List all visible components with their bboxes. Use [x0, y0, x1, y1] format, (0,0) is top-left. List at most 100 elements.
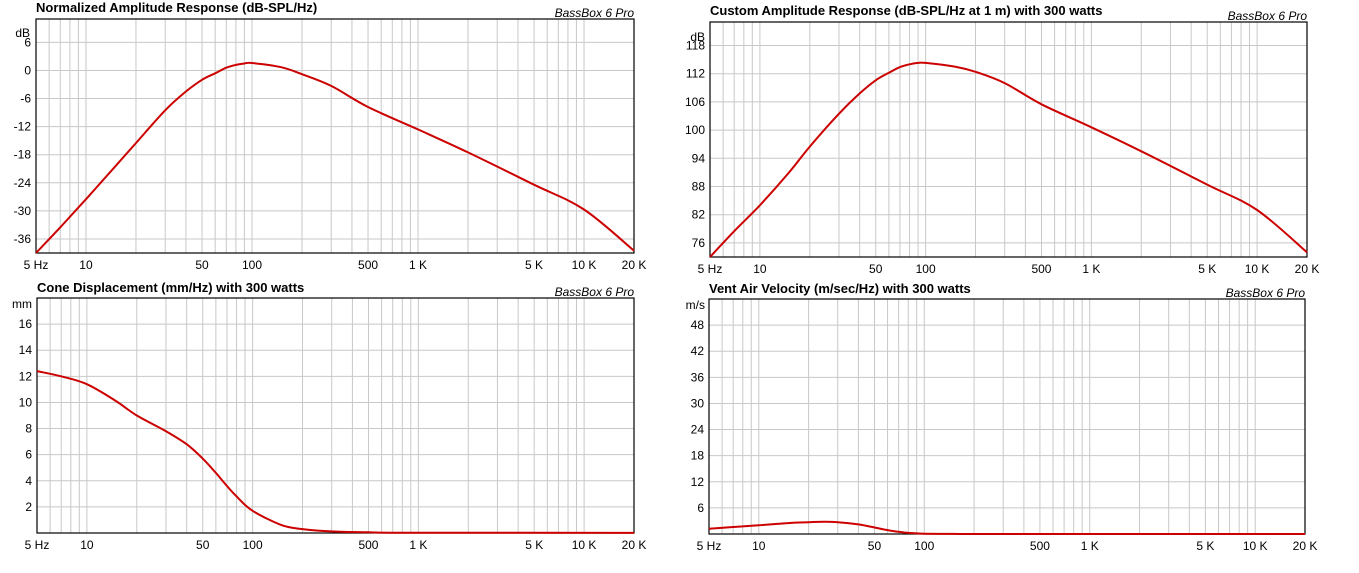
- watermark: BassBox 6 Pro: [1226, 286, 1306, 300]
- y-axis-unit: dB: [690, 30, 705, 44]
- y-tick-label: -18: [14, 148, 32, 162]
- x-tick-label: 50: [195, 258, 209, 272]
- x-tick-label: 10 K: [572, 258, 597, 272]
- series-line: [709, 61, 1308, 258]
- y-tick-label: -12: [14, 120, 32, 134]
- y-tick-label: 12: [691, 475, 705, 489]
- y-tick-label: 12: [19, 369, 33, 383]
- x-tick-label: 20 K: [622, 538, 647, 552]
- x-tick-label: 5 Hz: [24, 258, 49, 272]
- x-tick-label: 100: [914, 539, 934, 553]
- x-tick-label: 50: [196, 538, 210, 552]
- x-tick-label: 50: [868, 539, 882, 553]
- x-tick-label: 1 K: [1082, 262, 1100, 276]
- x-tick-label: 20 K: [1293, 539, 1318, 553]
- grid: [709, 299, 1306, 534]
- x-tick-label: 100: [242, 258, 262, 272]
- x-tick-label: 1 K: [409, 258, 427, 272]
- series-line: [708, 520, 1305, 536]
- plot-area: [710, 22, 1307, 257]
- grid: [37, 298, 635, 533]
- x-tick-label: 5 K: [525, 538, 543, 552]
- y-tick-label: 106: [685, 95, 705, 109]
- x-tick-label: 500: [358, 258, 378, 272]
- x-tick-label: 100: [916, 262, 936, 276]
- y-tick-label: 10: [19, 395, 33, 409]
- plot-area: [36, 19, 634, 253]
- vent-air-velocity-chart: Vent Air Velocity (m/sec/Hz) with 300 wa…: [686, 281, 1318, 553]
- x-tick-label: 500: [358, 538, 378, 552]
- y-tick-label: 118: [686, 39, 705, 53]
- grid: [710, 22, 1308, 257]
- x-tick-label: 5 Hz: [698, 262, 723, 276]
- x-tick-label: 10 K: [1245, 262, 1270, 276]
- chart-title: Cone Displacement (mm/Hz) with 300 watts: [37, 280, 304, 295]
- cone-displacement-chart: Cone Displacement (mm/Hz) with 300 watts…: [12, 280, 646, 552]
- custom-amplitude-chart: Custom Amplitude Response (dB-SPL/Hz at …: [685, 3, 1319, 276]
- x-tick-label: 5 K: [1198, 262, 1216, 276]
- x-tick-label: 5 Hz: [25, 538, 50, 552]
- y-tick-label: 112: [686, 67, 705, 81]
- x-tick-label: 20 K: [622, 258, 647, 272]
- y-tick-label: -30: [14, 204, 32, 218]
- y-tick-label: 82: [692, 208, 706, 222]
- normalized-amplitude-chart: Normalized Amplitude Response (dB-SPL/Hz…: [14, 0, 647, 272]
- x-tick-label: 10: [80, 538, 94, 552]
- y-axis-unit: mm: [12, 297, 32, 311]
- x-tick-label: 20 K: [1295, 262, 1320, 276]
- y-tick-label: 18: [691, 449, 705, 463]
- x-tick-label: 5 K: [1196, 539, 1214, 553]
- y-tick-label: 0: [24, 63, 31, 77]
- x-tick-label: 5 Hz: [697, 539, 722, 553]
- x-tick-label: 10 K: [1243, 539, 1268, 553]
- watermark: BassBox 6 Pro: [1228, 9, 1308, 23]
- plot-area: [37, 298, 634, 533]
- x-tick-label: 10: [753, 262, 767, 276]
- y-tick-label: 6: [24, 35, 31, 49]
- x-tick-label: 500: [1031, 262, 1051, 276]
- y-tick-label: -36: [14, 232, 32, 246]
- y-tick-label: 6: [697, 501, 704, 515]
- y-tick-label: 30: [691, 396, 705, 410]
- chart-title: Normalized Amplitude Response (dB-SPL/Hz…: [36, 0, 317, 15]
- series-line: [35, 61, 635, 254]
- x-tick-label: 5 K: [525, 258, 543, 272]
- y-tick-label: 42: [691, 344, 705, 358]
- plot-frame: [35, 18, 635, 254]
- x-tick-label: 10: [79, 258, 93, 272]
- y-tick-label: 88: [692, 180, 706, 194]
- y-tick-label: -6: [20, 92, 31, 106]
- y-tick-label: -24: [14, 176, 32, 190]
- y-tick-label: 48: [691, 318, 705, 332]
- x-tick-label: 50: [869, 262, 883, 276]
- chart-title: Vent Air Velocity (m/sec/Hz) with 300 wa…: [709, 281, 971, 296]
- watermark: BassBox 6 Pro: [555, 285, 635, 299]
- y-tick-label: 6: [25, 448, 32, 462]
- y-tick-label: 4: [25, 474, 32, 488]
- chart-title: Custom Amplitude Response (dB-SPL/Hz at …: [710, 3, 1102, 18]
- x-tick-label: 100: [243, 538, 263, 552]
- x-tick-label: 1 K: [409, 538, 427, 552]
- plot-frame: [36, 297, 635, 534]
- y-tick-label: 24: [691, 423, 705, 437]
- y-tick-label: 36: [691, 370, 705, 384]
- grid: [36, 19, 635, 253]
- x-tick-label: 500: [1030, 539, 1050, 553]
- x-tick-label: 10 K: [572, 538, 597, 552]
- x-tick-label: 1 K: [1081, 539, 1099, 553]
- y-tick-label: 2: [25, 500, 32, 514]
- plot-area: [709, 299, 1305, 534]
- y-tick-label: 76: [692, 236, 706, 250]
- x-tick-label: 10: [752, 539, 766, 553]
- y-tick-label: 14: [19, 343, 33, 357]
- series-line: [36, 370, 635, 534]
- y-tick-label: 16: [19, 317, 33, 331]
- plot-frame: [709, 21, 1308, 258]
- y-tick-label: 8: [25, 422, 32, 436]
- y-tick-label: 94: [692, 151, 706, 165]
- y-tick-label: 100: [685, 123, 705, 137]
- watermark: BassBox 6 Pro: [555, 6, 635, 20]
- y-axis-unit: m/s: [686, 298, 705, 312]
- y-axis-unit: dB: [15, 26, 30, 40]
